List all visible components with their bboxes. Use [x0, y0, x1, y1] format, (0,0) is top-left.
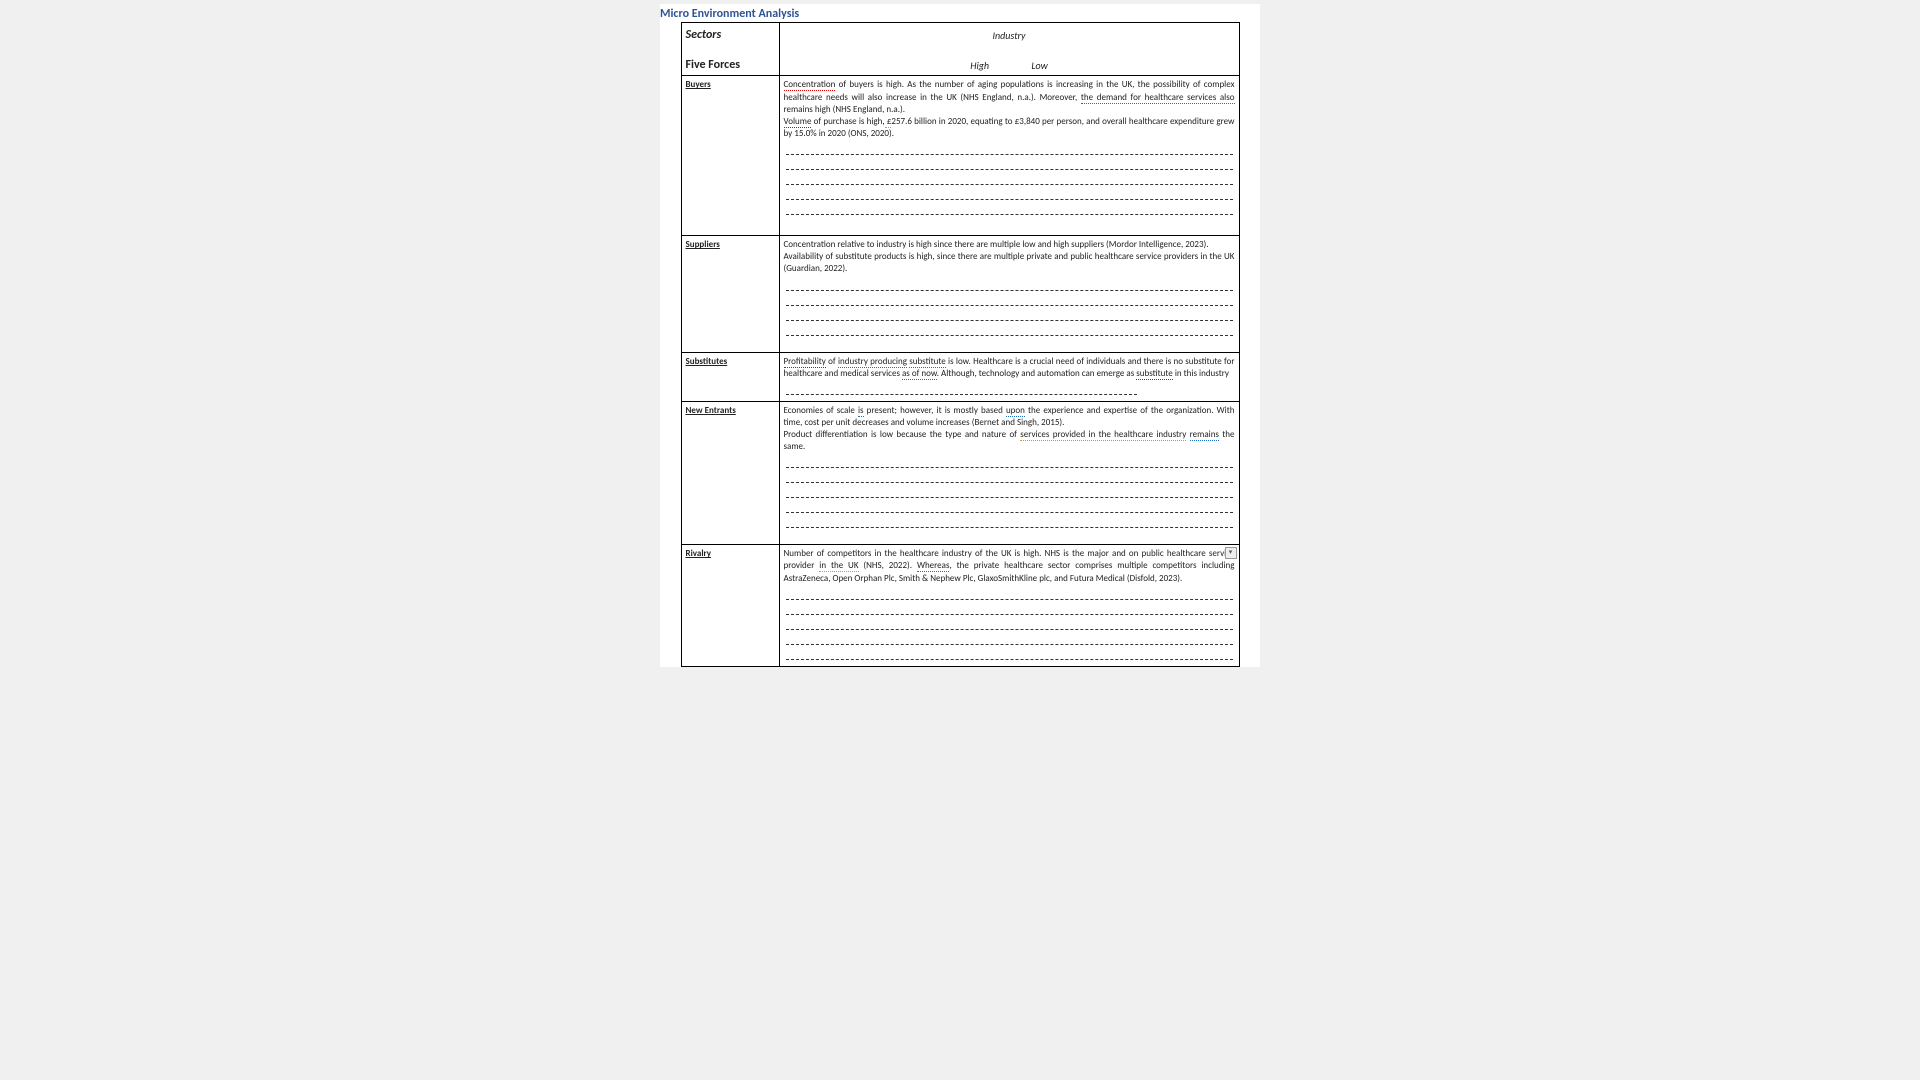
spell-marker: substitute	[1136, 368, 1173, 380]
spell-marker: Concentration	[784, 79, 836, 91]
five-forces-table: Sectors Five Forces Industry High Low Bu…	[681, 22, 1240, 667]
rivalry-cell[interactable]: ▾ Number of competitors in the healthcar…	[779, 545, 1239, 666]
sectors-label: Sectors	[686, 27, 775, 43]
blank-line	[786, 472, 1233, 483]
grammar-marker: remains	[1190, 429, 1219, 441]
blank-line	[786, 325, 1233, 336]
low-label: Low	[1031, 59, 1047, 73]
blank-line	[786, 457, 1233, 468]
header-row: Sectors Five Forces Industry High Low	[681, 23, 1239, 76]
blank-line	[786, 174, 1233, 185]
blank-line	[786, 604, 1233, 615]
blank-line	[786, 295, 1233, 306]
row-label-substitutes: Substitutes	[681, 352, 779, 401]
row-label-rivalry: Rivalry	[681, 545, 779, 666]
header-left-cell: Sectors Five Forces	[681, 23, 779, 76]
grammar-marker: industry producing	[838, 356, 907, 368]
table-row: Buyers Concentration of buyers is high. …	[681, 76, 1239, 236]
table-row: Substitutes Profitability of industry pr…	[681, 352, 1239, 401]
blank-line	[786, 189, 1233, 200]
five-forces-label: Five Forces	[686, 57, 775, 73]
blank-line	[786, 619, 1233, 630]
row-label-buyers: Buyers	[681, 76, 779, 236]
table-row: New Entrants Economies of scale is prese…	[681, 401, 1239, 545]
grammar-marker: upon	[1006, 405, 1025, 417]
table-row: Rivalry ▾ Number of competitors in the h…	[681, 545, 1239, 666]
blank-line	[786, 159, 1233, 170]
row-label-suppliers: Suppliers	[681, 236, 779, 352]
blank-line	[786, 487, 1233, 498]
buyers-cell[interactable]: Concentration of buyers is high. As the …	[779, 76, 1239, 236]
blank-line	[786, 589, 1233, 600]
blank-line	[786, 649, 1233, 660]
spell-marker: Volume	[784, 116, 812, 128]
spell-marker: Profitability	[784, 356, 826, 368]
new-entrants-cell[interactable]: Economies of scale is present; however, …	[779, 401, 1239, 545]
blank-line	[786, 384, 1138, 395]
table-row: Suppliers Concentration relative to indu…	[681, 236, 1239, 352]
blank-line	[786, 502, 1233, 513]
grammar-marker: in the UK	[819, 560, 858, 572]
grammar-marker: substitute	[909, 356, 946, 368]
section-title: Micro Environment Analysis	[660, 4, 1260, 22]
document-page: Micro Environment Analysis Sectors Five …	[660, 4, 1260, 667]
grammar-marker: services provided in the healthcare indu…	[1020, 429, 1186, 441]
grammar-marker: Whereas	[917, 560, 950, 572]
blank-line	[786, 204, 1233, 215]
high-label: High	[970, 59, 989, 73]
industry-label: Industry	[784, 29, 1235, 43]
blank-line	[786, 280, 1233, 291]
blank-line	[786, 517, 1233, 528]
grammar-marker: the demand for healthcare services also	[1081, 92, 1235, 104]
suppliers-cell[interactable]: Concentration relative to industry is hi…	[779, 236, 1239, 352]
autocorrect-dropdown-icon[interactable]: ▾	[1225, 547, 1237, 559]
grammar-marker: as of now	[902, 368, 937, 380]
blank-line	[786, 144, 1233, 155]
header-right-cell: Industry High Low	[779, 23, 1239, 76]
blank-line	[786, 634, 1233, 645]
row-label-new-entrants: New Entrants	[681, 401, 779, 545]
blank-line	[786, 310, 1233, 321]
substitutes-cell[interactable]: Profitability of industry producing subs…	[779, 352, 1239, 401]
high-low-labels: High Low	[784, 59, 1235, 73]
